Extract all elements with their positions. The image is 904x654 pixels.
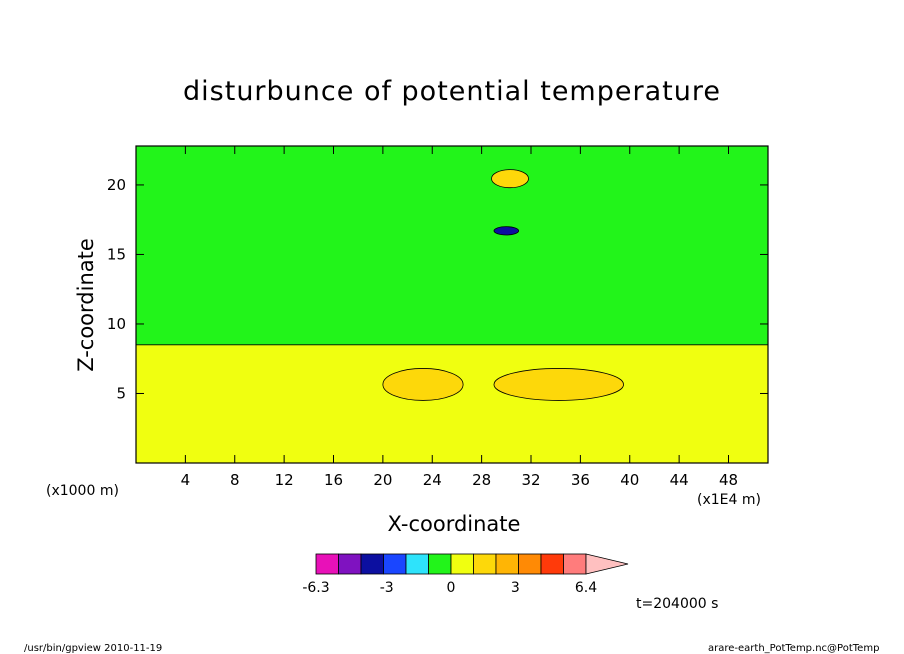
x-tick-label-44: 44 bbox=[670, 471, 689, 489]
region-lower-maximum-right bbox=[493, 368, 624, 401]
colorbar-label-2: 0 bbox=[447, 580, 456, 596]
x-tick-label-48: 48 bbox=[719, 471, 738, 489]
colorbar-swatch-2 bbox=[360, 553, 384, 575]
colorbar-extend-arrow bbox=[585, 553, 629, 575]
colorbar-label-1: -3 bbox=[380, 580, 394, 596]
x-tick-label-40: 40 bbox=[620, 471, 639, 489]
x-tick-label-24: 24 bbox=[423, 471, 442, 489]
x-tick-label-28: 28 bbox=[472, 471, 491, 489]
plot-frame bbox=[135, 145, 769, 464]
y-tick-label-20: 20 bbox=[107, 176, 126, 194]
colorbar-swatch-5 bbox=[428, 553, 452, 575]
x-tick-label-8: 8 bbox=[230, 471, 240, 489]
footer-right: arare-earth_PotTemp.nc@PotTemp bbox=[708, 643, 880, 654]
y-axis-label: Z-coordinate bbox=[74, 238, 98, 372]
colorbar-label-3: 3 bbox=[511, 580, 520, 596]
x-tick-label-36: 36 bbox=[571, 471, 590, 489]
x-tick-label-4: 4 bbox=[181, 471, 191, 489]
y-tick-label-15: 15 bbox=[107, 245, 126, 263]
x-tick-label-32: 32 bbox=[521, 471, 540, 489]
footer-left: /usr/bin/gpview 2010-11-19 bbox=[24, 643, 163, 654]
colorbar-swatch-9 bbox=[518, 553, 542, 575]
y-axis-unit: (x1000 m) bbox=[46, 483, 119, 499]
x-axis-unit: (x1E4 m) bbox=[697, 492, 761, 508]
region-upper-minimum bbox=[493, 226, 520, 236]
colorbar-label-0: -6.3 bbox=[302, 580, 329, 596]
colorbar-swatch-7 bbox=[473, 553, 497, 575]
colorbar-swatch-1 bbox=[338, 553, 362, 575]
colorbar-swatch-4 bbox=[405, 553, 429, 575]
colorbar-label-4: 6.4 bbox=[575, 580, 597, 596]
time-label: t=204000 s bbox=[636, 596, 719, 612]
colorbar-swatch-6 bbox=[450, 553, 474, 575]
region-upper-layer bbox=[136, 146, 768, 345]
region-upper-maximum bbox=[491, 169, 529, 189]
x-tick-label-20: 20 bbox=[373, 471, 392, 489]
colorbar-swatch-0 bbox=[315, 553, 339, 575]
chart-title: disturbunce of potential temperature bbox=[183, 76, 721, 107]
contour-fields bbox=[136, 146, 768, 463]
colorbar-swatch-8 bbox=[495, 553, 519, 575]
y-tick-label-10: 10 bbox=[107, 315, 126, 333]
y-tick-label-5: 5 bbox=[116, 384, 126, 402]
region-lower-warm-layer bbox=[136, 344, 768, 463]
colorbar-swatch-10 bbox=[540, 553, 564, 575]
colorbar-swatch-11 bbox=[563, 553, 587, 575]
x-axis-label: X-coordinate bbox=[387, 512, 521, 536]
region-lower-maximum-left bbox=[382, 368, 464, 401]
x-tick-label-16: 16 bbox=[324, 471, 343, 489]
colorbar-swatch-3 bbox=[383, 553, 407, 575]
x-tick-label-12: 12 bbox=[275, 471, 294, 489]
